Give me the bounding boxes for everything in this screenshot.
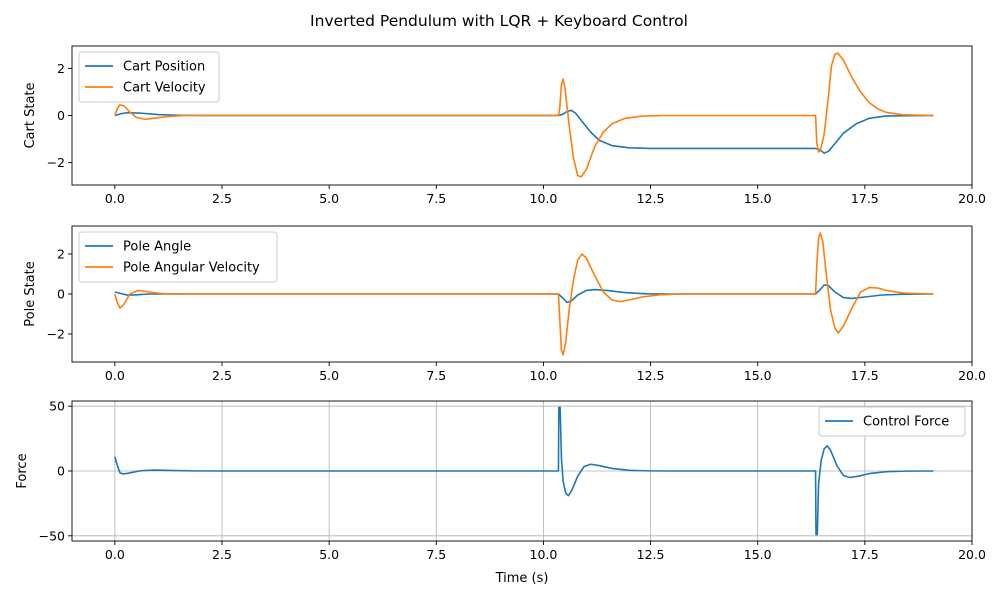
cart-state-x-tick-label: 5.0 [319, 191, 339, 206]
pole-state-y-tick-label: −2 [47, 327, 65, 342]
force-x-tick-label: 20.0 [958, 547, 986, 562]
cart-state-x-tick-label: 12.5 [637, 191, 665, 206]
pole-state-x-tick-label: 17.5 [851, 368, 879, 383]
force-series-0-line [114, 406, 934, 536]
cart-state-x-tick-label: 10.0 [530, 191, 558, 206]
force-y-tick-label: 50 [49, 399, 65, 414]
force-axes: Force Time (s) 0.0 2.5 5.0 7.5 10.0 12.5 15.0 1… [15, 399, 986, 586]
force-x-tick-label: 7.5 [426, 547, 446, 562]
force-x-tick-label: 12.5 [637, 547, 665, 562]
force-x-tick-label: 0.0 [105, 547, 125, 562]
pole-state-x-tick-label: 10.0 [530, 368, 558, 383]
cart-state-series-1-line [114, 52, 934, 178]
pole-state-x-tick-label: 12.5 [637, 368, 665, 383]
pole-state-x-tick-label: 5.0 [319, 368, 339, 383]
pole-state-x-tick-label: 2.5 [212, 368, 232, 383]
cart-state-legend-label: Cart Position [123, 60, 205, 75]
cart-state-x-tick-label: 0.0 [105, 191, 125, 206]
cart-state-series-0-line [114, 109, 934, 154]
cart-state-y-tick-label: 0 [57, 108, 65, 123]
cart-state-y-tick-label: −2 [47, 155, 65, 170]
pole-state-legend-label: Pole Angular Velocity [123, 261, 260, 276]
force-x-tick-label: 15.0 [744, 547, 772, 562]
cart-state-x-tick-label: 2.5 [212, 191, 232, 206]
pole-state-x-tick-label: 20.0 [958, 368, 986, 383]
force-x-tick-label: 2.5 [212, 547, 232, 562]
force-legend-box [818, 406, 966, 437]
force-x-tick-label: 17.5 [851, 547, 879, 562]
figure-title: Inverted Pendulum with LQR + Keyboard Co… [310, 12, 688, 30]
force-legend-label: Control Force [863, 415, 949, 430]
cart-state-legend-box [78, 51, 220, 103]
cart-state-ylabel: Cart State [23, 82, 38, 148]
pole-state-legend-box [78, 231, 278, 283]
cart-state-axes: Cart State 0.0 2.5 5.0 7.5 10.0 12.5 15.0 17.5 2… [23, 45, 986, 206]
pole-state-x-tick-label: 0.0 [105, 368, 125, 383]
force-y-tick-label: −50 [39, 528, 65, 543]
pole-state-series-1-line [114, 232, 934, 356]
pole-state-legend-label: Pole Angle [123, 240, 191, 255]
force-ylabel: Force [15, 453, 30, 488]
cart-state-x-tick-label: 20.0 [958, 191, 986, 206]
time-xlabel: Time (s) [495, 571, 549, 586]
force-y-tick-label: 0 [57, 464, 65, 479]
pole-state-x-tick-label: 7.5 [426, 368, 446, 383]
cart-state-y-tick-label: 2 [57, 61, 65, 76]
pole-state-y-tick-label: 0 [57, 287, 65, 302]
cart-state-x-tick-label: 17.5 [851, 191, 879, 206]
pole-state-y-tick-label: 2 [57, 247, 65, 262]
cart-state-x-tick-label: 15.0 [744, 191, 772, 206]
force-x-tick-label: 10.0 [530, 547, 558, 562]
force-x-tick-label: 5.0 [319, 547, 339, 562]
pole-state-axes: Pole State 0.0 2.5 5.0 7.5 10.0 12.5 15.0 17.5 2… [23, 225, 986, 383]
cart-state-legend-label: Cart Velocity [123, 81, 206, 96]
cart-state-x-tick-label: 7.5 [426, 191, 446, 206]
pole-state-x-tick-label: 15.0 [744, 368, 772, 383]
pole-state-ylabel: Pole State [23, 261, 38, 326]
